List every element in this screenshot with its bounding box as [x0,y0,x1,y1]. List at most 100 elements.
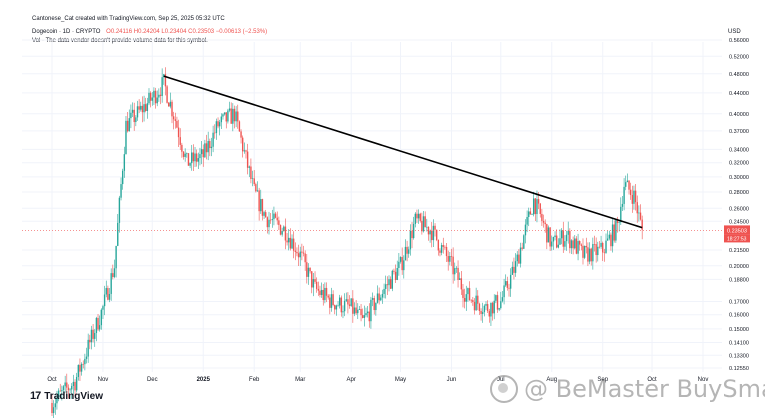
candle-body [523,235,525,249]
candle-body [156,97,158,104]
candle-body [370,299,372,322]
candle-body [498,308,500,310]
trendline-layer[interactable] [163,75,643,229]
candle-body [419,213,421,221]
candle-body [102,306,104,310]
candle-body [286,240,288,243]
candle-body [199,154,201,159]
candle-body [90,329,93,343]
tradingview-name: TradingView [44,390,103,402]
candle-body [557,244,560,248]
candle-body [605,240,607,253]
candle-body [97,317,99,330]
candle-body [480,311,482,314]
candle-body [311,271,313,288]
candle-body [458,278,461,280]
candle-body [342,311,344,313]
candle-body [235,111,237,122]
candle-body [408,249,410,254]
candle-body [495,295,497,301]
tradingview-brand[interactable]: 17 TradingView [30,390,103,402]
candle-body [98,325,101,330]
candle-body [169,101,172,107]
candle-body [222,114,224,117]
candle-body [281,231,283,235]
candle-body [84,358,86,365]
candle-body [89,339,91,343]
candle-body [191,152,193,164]
candle-body [301,251,303,253]
candle-body [590,248,592,262]
candle-body [209,141,211,149]
candle-body [202,149,204,158]
candle-body [294,250,297,252]
candle-body [105,288,107,295]
candle-body [297,253,300,258]
y-axis[interactable]: 0.56000 0.52000 0.48000 0.44000 0.40000 0.370… [729,38,749,372]
candle-body [582,245,584,258]
candle-body [100,309,103,326]
candle-body [278,220,280,226]
y-tick-label: 0.32000 [729,161,749,167]
symbol-legend[interactable]: Dogecoin · 1D · CRYPTO O0.24116 H0.24204… [32,29,267,35]
candle-body [314,279,316,282]
candle-body [475,295,477,311]
candle-body [463,297,466,302]
candle-body [192,152,195,162]
candle-body [353,307,356,314]
candle-body [467,288,469,295]
watermark-text: @ BeMaster BuySmart [524,375,765,403]
candle-body [539,203,541,214]
candle-body [200,149,203,155]
candle-body [608,234,610,239]
candle-body [444,246,446,248]
candle-body [639,212,642,220]
candle-body [228,108,231,111]
candlestick-series [51,67,643,418]
candle-body [641,219,643,230]
candle-body [186,153,188,154]
candle-body [307,267,310,277]
candle-body [465,294,467,302]
candle-body [490,302,492,317]
candle-body [243,150,246,152]
candle-body [347,299,349,305]
candle-body [269,219,272,221]
candle-body [110,273,112,294]
candle-body [115,245,117,269]
candle-body [54,403,56,408]
candle-body [417,213,420,219]
candle-body [406,246,408,254]
candle-body [74,381,76,391]
candle-body [153,90,155,98]
candle-body [225,112,227,122]
candle-body [87,339,89,357]
candle-body [241,137,244,152]
candle-body [322,289,324,301]
candle-body [223,112,226,115]
candle-body [439,250,441,253]
candle-body [212,132,214,147]
candle-body [509,274,512,289]
candle-body [358,309,361,310]
candle-body [317,288,320,291]
candle-body [274,213,277,218]
candle-body [610,234,612,247]
y-tick-label: 0.48000 [729,72,749,78]
candle-body [112,273,114,278]
candle-body [230,108,232,124]
candle-body [613,224,615,241]
candle-body [595,244,597,256]
candle-body [633,190,635,204]
candle-body [121,170,124,185]
candle-body [626,180,629,183]
y-tick-label: 0.15000 [729,327,749,333]
candle-body [574,238,576,249]
candle-body [268,219,270,228]
candle-body [320,289,323,295]
x-axis[interactable]: Oct Nov Dec 2025 Feb Mar Apr May Jun Jul Aug Sep Oct… [47,377,708,383]
y-tick-label: 0.28000 [729,190,749,196]
candle-body [542,220,545,223]
x-tick-label: Apr [347,377,356,383]
